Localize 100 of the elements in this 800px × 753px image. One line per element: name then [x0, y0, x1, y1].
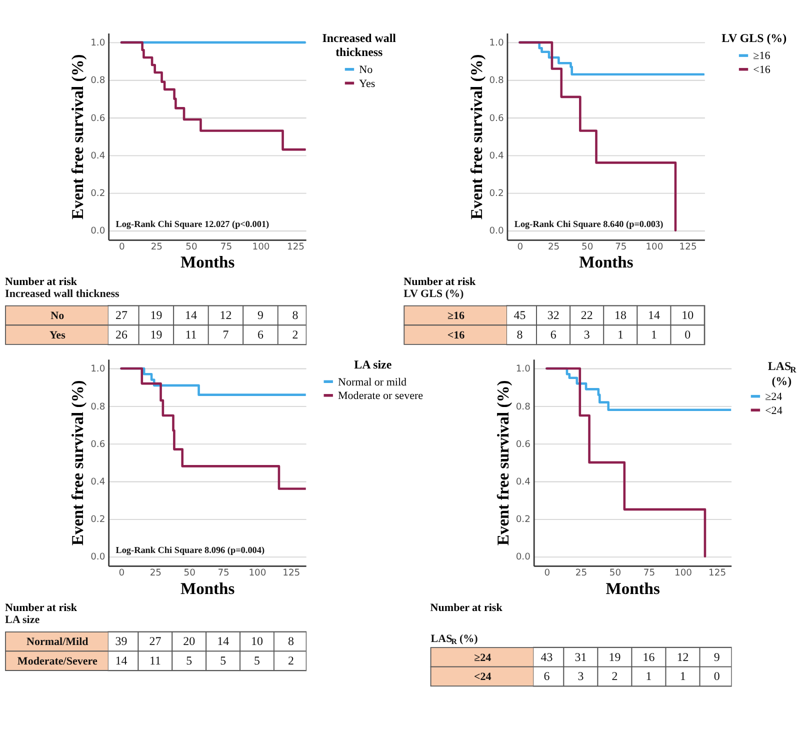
- y-tick-label: No: [50, 310, 65, 322]
- data-label: 27: [149, 634, 162, 648]
- x-tick-label: 100: [252, 241, 270, 252]
- x-tick-label: 25: [575, 567, 588, 578]
- data-label: 1: [617, 327, 624, 342]
- y-tick-label: 0.8: [489, 75, 504, 86]
- y-tick-label: 0.4: [90, 476, 106, 488]
- data-label: 3: [578, 669, 584, 684]
- legend-label: Normal or mild: [338, 376, 408, 388]
- legend-label: Yes: [359, 78, 376, 90]
- chart-title: Number at risk: [5, 602, 78, 614]
- legend-label: ≥16: [753, 50, 771, 62]
- x-tick-label: 125: [286, 241, 305, 252]
- legend-title: LV GLS (%): [722, 31, 787, 46]
- y-tick-label: 0.2: [90, 188, 106, 199]
- x-tick-label: 100: [674, 567, 692, 578]
- y-tick-label: 1.0: [489, 38, 504, 49]
- data-label: 8: [516, 327, 523, 342]
- annotation: Log-Rank Chi Square 8.640 (p=0.003): [514, 218, 664, 230]
- y-tick-label: 0.2: [516, 514, 530, 526]
- x-tick-label: 25: [150, 241, 163, 252]
- y-tick-label: 0.0: [516, 552, 531, 563]
- data-label: 3: [584, 327, 590, 342]
- y-tick-label: 0.6: [489, 112, 504, 124]
- y-tick-label: 0.4: [90, 150, 106, 162]
- data-label: 19: [608, 650, 621, 664]
- data-label: 5: [254, 654, 260, 668]
- data-label: 14: [185, 308, 197, 322]
- data-label: 32: [547, 308, 560, 322]
- x-axis-title: Months: [180, 252, 236, 272]
- data-label: 16: [642, 650, 655, 664]
- data-label: 10: [251, 634, 263, 648]
- x-tick-label: 0: [118, 241, 125, 252]
- data-label: 5: [186, 654, 192, 668]
- y-tick-label: 0.4: [489, 150, 504, 162]
- data-label: 18: [614, 308, 626, 322]
- data-label: 7: [222, 327, 229, 342]
- data-label: 11: [185, 327, 197, 342]
- data-label: 14: [115, 654, 128, 668]
- x-tick-label: 75: [615, 241, 627, 252]
- data-label: 1: [680, 669, 686, 684]
- data-label: 22: [580, 308, 593, 322]
- data-label: 10: [682, 308, 694, 322]
- y-tick-label: 0.2: [90, 514, 106, 526]
- data-label: 43: [540, 650, 553, 664]
- x-tick-label: 50: [582, 241, 594, 252]
- legend-label: ≥24: [765, 390, 783, 403]
- x-tick-label: 0: [118, 567, 125, 578]
- data-label: 45: [514, 308, 526, 322]
- legend-label: Moderate or severe: [338, 390, 424, 402]
- y-tick-label: 1.0: [516, 364, 531, 375]
- x-tick-label: 50: [609, 567, 622, 578]
- y-tick-label: 0.6: [90, 438, 106, 450]
- x-tick-label: 75: [220, 241, 232, 252]
- legend-title: LA size: [354, 357, 392, 372]
- data-label: 14: [648, 308, 660, 322]
- data-label: 19: [150, 327, 162, 342]
- data-label: 26: [115, 327, 128, 342]
- y-tick-label: 0.8: [516, 401, 531, 412]
- legend-title: Increased wall thickness: [322, 31, 397, 60]
- x-tick-label: 100: [248, 567, 266, 578]
- y-tick-label: 0.6: [90, 112, 106, 124]
- x-tick-label: 100: [646, 241, 664, 252]
- data-label: 39: [115, 634, 128, 648]
- data-label: 11: [149, 654, 161, 668]
- legend-label: No: [359, 64, 374, 76]
- y-tick-label: 0.0: [90, 552, 106, 563]
- data-label: 2: [288, 654, 294, 668]
- data-label: 12: [676, 650, 689, 664]
- text: LA size: [5, 614, 40, 626]
- data-label: 5: [220, 654, 226, 668]
- x-tick-label: 75: [643, 567, 656, 578]
- x-tick-label: 75: [218, 567, 230, 578]
- y-tick-label: 1.0: [90, 38, 106, 49]
- data-label: 20: [183, 634, 196, 648]
- chart-title: Number at risk: [404, 276, 477, 288]
- data-label: 2: [612, 669, 618, 684]
- x-tick-label: 50: [184, 567, 196, 578]
- legend-label: <16: [753, 64, 771, 76]
- annotation: Log-Rank Chi Square 8.096 (p=0.004): [116, 544, 265, 556]
- chart-title: Number at risk: [5, 276, 78, 288]
- x-tick-label: 0: [517, 241, 524, 252]
- x-tick-label: 50: [186, 241, 198, 252]
- data-label: 14: [217, 634, 230, 648]
- legend-label: <24: [765, 404, 783, 417]
- x-tick-label: 25: [150, 567, 162, 578]
- data-label: 8: [292, 308, 298, 322]
- chart-subtitle: Increased wall thickness: [5, 288, 120, 300]
- y-tick-label: 0.8: [90, 75, 106, 86]
- x-tick-label: 125: [708, 567, 726, 578]
- chart-subtitle: LV GLS (%): [404, 288, 464, 300]
- data-label: 9: [258, 308, 264, 322]
- data-label: 12: [220, 308, 232, 322]
- data-label: 1: [646, 669, 652, 684]
- y-tick-label: 0.2: [489, 188, 504, 199]
- x-axis-title: Months: [579, 252, 634, 272]
- data-label: 27: [115, 308, 128, 322]
- y-tick-label: Yes: [49, 329, 66, 342]
- y-tick-label: 0.8: [90, 401, 106, 412]
- x-axis-title: Months: [606, 578, 660, 598]
